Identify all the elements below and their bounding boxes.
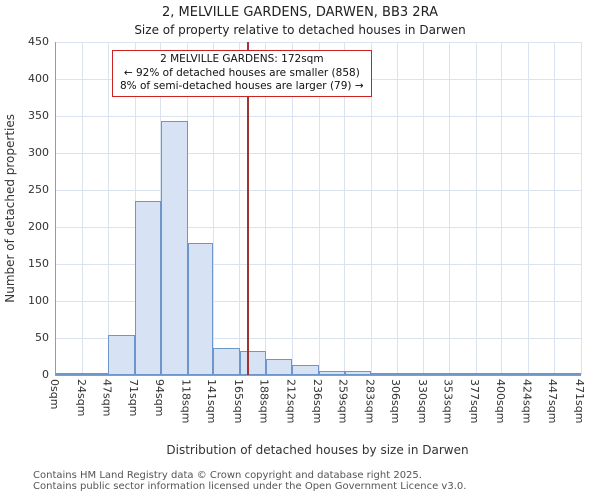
- y-tick-label: 200: [28, 220, 49, 233]
- bar: [397, 373, 424, 375]
- bar: [213, 348, 240, 375]
- bar: [319, 371, 345, 375]
- bar: [265, 359, 293, 375]
- x-axis-label: Distribution of detached houses by size …: [166, 443, 469, 457]
- y-tick-label: 100: [28, 294, 49, 307]
- chart-subtitle: Size of property relative to detached ho…: [134, 23, 466, 37]
- bar: [528, 373, 555, 375]
- gridline-h: [56, 189, 581, 191]
- x-tick-label: 306sqm: [389, 379, 403, 424]
- x-tick-label: 424sqm: [520, 379, 534, 424]
- x-tick-label: 377sqm: [468, 379, 482, 424]
- y-tick-label: 0: [42, 368, 49, 381]
- annotation-line-2: ← 92% of detached houses are smaller (85…: [123, 66, 360, 79]
- gridline-h: [56, 115, 581, 117]
- x-tick-label: 71sqm: [127, 379, 141, 417]
- bar: [292, 365, 320, 375]
- subject-property-marker-line: [246, 42, 249, 375]
- x-tick-label: 353sqm: [441, 379, 455, 424]
- gridline-v: [107, 42, 109, 375]
- gridline-v: [475, 42, 477, 375]
- x-tick-label: 212sqm: [284, 379, 298, 424]
- bar: [476, 373, 502, 375]
- gridline-v: [553, 42, 555, 375]
- gridline-v: [291, 42, 293, 375]
- x-tick-label: 259sqm: [336, 379, 350, 424]
- bar: [135, 201, 161, 375]
- gridline-h: [56, 41, 581, 43]
- y-tick-label: 400: [28, 72, 49, 85]
- gridline-v: [318, 42, 320, 375]
- gridline-v: [239, 42, 241, 375]
- x-tick-label: 330sqm: [415, 379, 429, 424]
- gridline-v: [82, 42, 84, 375]
- bar: [449, 373, 477, 375]
- bar: [160, 121, 188, 375]
- bar: [423, 373, 450, 375]
- bar: [56, 373, 83, 375]
- footer: Contains HM Land Registry data © Crown c…: [33, 470, 466, 492]
- gridline-v: [501, 42, 503, 375]
- y-tick-label: 150: [28, 257, 49, 270]
- y-tick-label: 50: [35, 331, 49, 344]
- gridline-v: [187, 42, 189, 375]
- gridline-h: [56, 152, 581, 154]
- gridline-v: [396, 42, 398, 375]
- gridline-v: [344, 42, 346, 375]
- bar: [239, 351, 266, 375]
- y-tick-label: 450: [28, 35, 49, 48]
- bar: [554, 373, 581, 375]
- bar: [82, 373, 109, 375]
- x-tick-label: 400sqm: [493, 379, 507, 424]
- footer-line-2: Contains public sector information licen…: [33, 481, 467, 492]
- x-tick-label: 447sqm: [546, 379, 560, 424]
- chart-title: 2, MELVILLE GARDENS, DARWEN, BB3 2RA: [162, 5, 438, 20]
- x-tick-label: 94sqm: [152, 379, 166, 417]
- x-tick-label: 47sqm: [100, 379, 114, 417]
- gridline-v: [528, 42, 530, 375]
- annotation-box: 2 MELVILLE GARDENS: 172sqm ← 92% of deta…: [112, 50, 372, 97]
- x-tick-label: 118sqm: [179, 379, 193, 424]
- bar: [344, 371, 372, 375]
- x-tick-label: 236sqm: [311, 379, 325, 424]
- x-tick-label: 24sqm: [74, 379, 88, 417]
- bar: [371, 373, 398, 375]
- gridline-v: [370, 42, 372, 375]
- bar: [501, 373, 529, 375]
- y-axis-label: Number of detached properties: [3, 114, 17, 303]
- bar: [187, 243, 214, 375]
- gridline-v: [448, 42, 450, 375]
- x-tick-label: 0sqm: [48, 379, 61, 410]
- gridline-v: [423, 42, 425, 375]
- y-tick-label: 350: [28, 109, 49, 122]
- x-tick-label: 141sqm: [205, 379, 219, 424]
- plot-area: [55, 41, 582, 376]
- annotation-line-1: 2 MELVILLE GARDENS: 172sqm: [160, 53, 324, 65]
- annotation-line-3: 8% of semi-detached houses are larger (7…: [120, 80, 364, 93]
- x-tick-label: 165sqm: [231, 379, 245, 424]
- y-tick-label: 300: [28, 146, 49, 159]
- x-tick-label: 283sqm: [363, 379, 377, 424]
- footer-line-1: Contains HM Land Registry data © Crown c…: [33, 470, 422, 481]
- x-tick-label: 471sqm: [573, 379, 586, 424]
- gridline-v: [580, 42, 582, 375]
- bar: [108, 335, 136, 375]
- gridline-v: [212, 42, 214, 375]
- y-axis-label-wrap: Number of detached properties: [2, 42, 18, 375]
- gridline-h: [56, 300, 581, 302]
- gridline-h: [56, 263, 581, 265]
- x-tick-label: 188sqm: [257, 379, 271, 424]
- y-tick-label: 250: [28, 183, 49, 196]
- gridline-h: [56, 226, 581, 228]
- gridline-h: [56, 337, 581, 339]
- gridline-v: [265, 42, 267, 375]
